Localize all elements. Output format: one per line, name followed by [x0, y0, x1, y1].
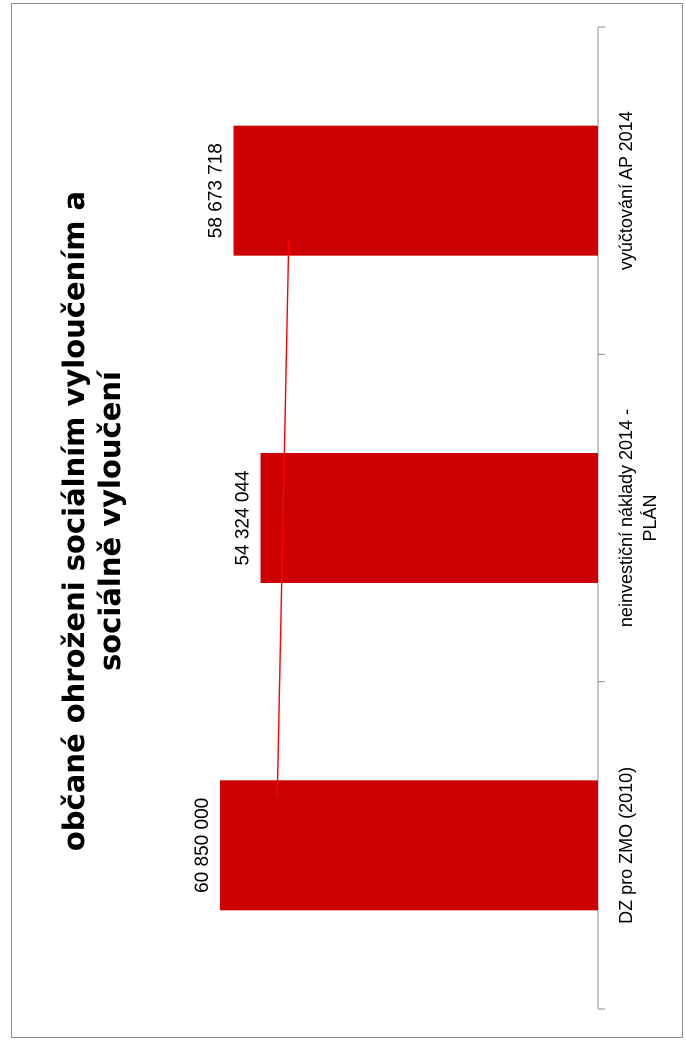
category-label-2: neinvestiční náklady 2014 -: [616, 409, 636, 627]
chart-title-line-1: občané ohroženi sociálním vyloučením a: [57, 191, 91, 851]
data-label-1: 60 850 000: [192, 798, 213, 893]
category-label-3: vyúčtování AP 2014: [616, 111, 636, 270]
chart-title-line-2: sociálně vyloučení: [93, 369, 127, 671]
category-label-2: PLÁN: [640, 494, 660, 541]
trendline: [276, 239, 290, 797]
category-label-1: DZ pro ZMO (2010): [616, 767, 636, 924]
bar-1: [220, 780, 598, 911]
plot-area: 60 850 000 DZ pro ZMO (2010) 54 324 044 nei…: [192, 26, 660, 1010]
bar-2: [260, 453, 598, 583]
bar-3: [233, 125, 599, 256]
data-label-2: 54 324 044: [233, 470, 254, 566]
data-label-3: 58 673 718: [206, 143, 227, 238]
